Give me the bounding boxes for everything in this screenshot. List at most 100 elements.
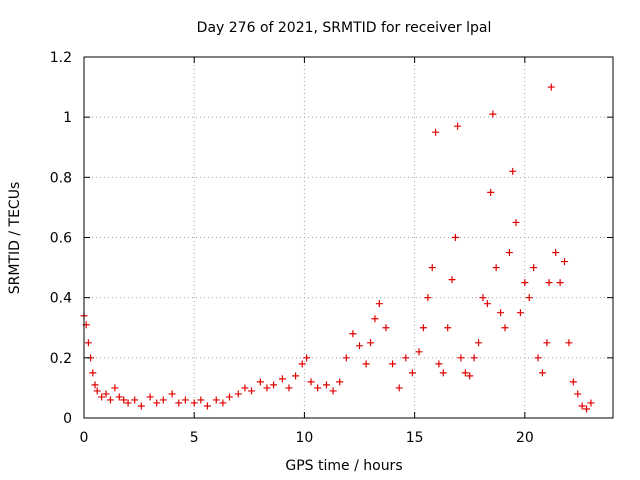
data-point	[342, 354, 350, 362]
data-point	[270, 381, 278, 389]
data-points	[80, 83, 595, 413]
data-point	[587, 399, 595, 407]
data-point	[428, 264, 436, 272]
data-point	[395, 384, 403, 392]
data-point	[483, 300, 491, 308]
data-point	[278, 375, 286, 383]
data-point	[552, 249, 560, 257]
data-point	[419, 324, 427, 332]
data-point	[120, 396, 128, 404]
data-point	[408, 369, 416, 377]
data-point	[131, 396, 139, 404]
data-point	[556, 279, 564, 287]
data-point	[475, 339, 483, 347]
data-point	[574, 390, 582, 398]
data-point	[382, 324, 390, 332]
data-point	[583, 405, 591, 413]
data-point	[241, 384, 249, 392]
data-point	[298, 360, 306, 368]
y-axis-label: SRMTID / TECUs	[7, 182, 23, 295]
data-point	[219, 399, 227, 407]
data-point	[329, 387, 337, 395]
data-point	[190, 399, 198, 407]
data-point	[457, 354, 465, 362]
data-point	[367, 339, 375, 347]
data-point	[106, 396, 114, 404]
chart-title: Day 276 of 2021, SRMTID for receiver lpa…	[197, 20, 492, 36]
data-point	[371, 315, 379, 323]
data-point	[448, 276, 456, 284]
y-tick-label: 0	[63, 411, 72, 427]
data-point	[461, 369, 469, 377]
data-point	[362, 360, 370, 368]
data-point	[470, 354, 478, 362]
data-point	[415, 348, 423, 356]
data-point	[424, 294, 432, 302]
data-point	[356, 342, 364, 350]
data-point	[432, 128, 440, 136]
data-point	[569, 378, 577, 386]
data-point	[285, 384, 293, 392]
x-tick-label: 15	[406, 430, 424, 446]
data-point	[115, 393, 123, 401]
y-axis: 0 0.2 0.4 0.6 0.8 1 1.2	[50, 50, 72, 427]
data-point	[547, 83, 555, 91]
data-point	[89, 369, 97, 377]
data-point	[349, 330, 357, 338]
x-axis: 0 5 10 15 20	[80, 430, 534, 446]
data-point	[307, 378, 315, 386]
y-tick-label: 0.6	[50, 231, 72, 247]
data-point	[292, 372, 300, 380]
data-point	[451, 234, 459, 241]
data-point	[545, 279, 553, 287]
data-point	[435, 360, 443, 368]
data-point	[197, 396, 205, 404]
x-tick-label: 10	[296, 430, 314, 446]
data-point	[578, 402, 586, 410]
axis-ticks	[83, 56, 613, 419]
data-point	[525, 294, 533, 302]
data-point	[91, 381, 99, 389]
data-point	[203, 402, 211, 410]
data-point	[454, 122, 462, 130]
data-point	[375, 300, 383, 308]
data-point	[111, 384, 119, 392]
data-point	[402, 354, 410, 362]
data-point	[303, 354, 311, 362]
data-point	[102, 390, 110, 398]
data-point	[479, 294, 487, 302]
x-axis-label: GPS time / hours	[285, 458, 402, 474]
data-point	[159, 396, 167, 404]
data-point	[98, 393, 106, 401]
data-point	[487, 188, 495, 196]
data-point	[439, 369, 447, 377]
data-point	[444, 324, 452, 332]
data-point	[516, 309, 524, 317]
data-point	[501, 324, 509, 332]
data-point	[146, 393, 154, 401]
data-point	[168, 390, 176, 398]
x-tick-label: 20	[516, 430, 534, 446]
data-point	[489, 110, 497, 118]
data-point	[137, 402, 145, 410]
data-point	[93, 387, 101, 395]
data-point	[84, 339, 92, 347]
data-point	[534, 354, 542, 362]
data-point	[248, 387, 256, 395]
data-point	[565, 339, 573, 347]
data-point	[181, 396, 189, 404]
data-point	[530, 264, 538, 272]
data-point	[521, 279, 529, 287]
data-point	[322, 381, 330, 389]
y-tick-label: 1	[63, 110, 72, 126]
data-point	[336, 378, 344, 386]
x-tick-label: 5	[190, 430, 199, 446]
y-tick-label: 0.2	[50, 351, 72, 367]
data-point	[512, 218, 520, 226]
grid-lines	[84, 57, 613, 418]
data-point	[561, 258, 569, 266]
data-point	[124, 399, 132, 407]
data-point	[497, 309, 505, 317]
data-point	[153, 399, 161, 407]
